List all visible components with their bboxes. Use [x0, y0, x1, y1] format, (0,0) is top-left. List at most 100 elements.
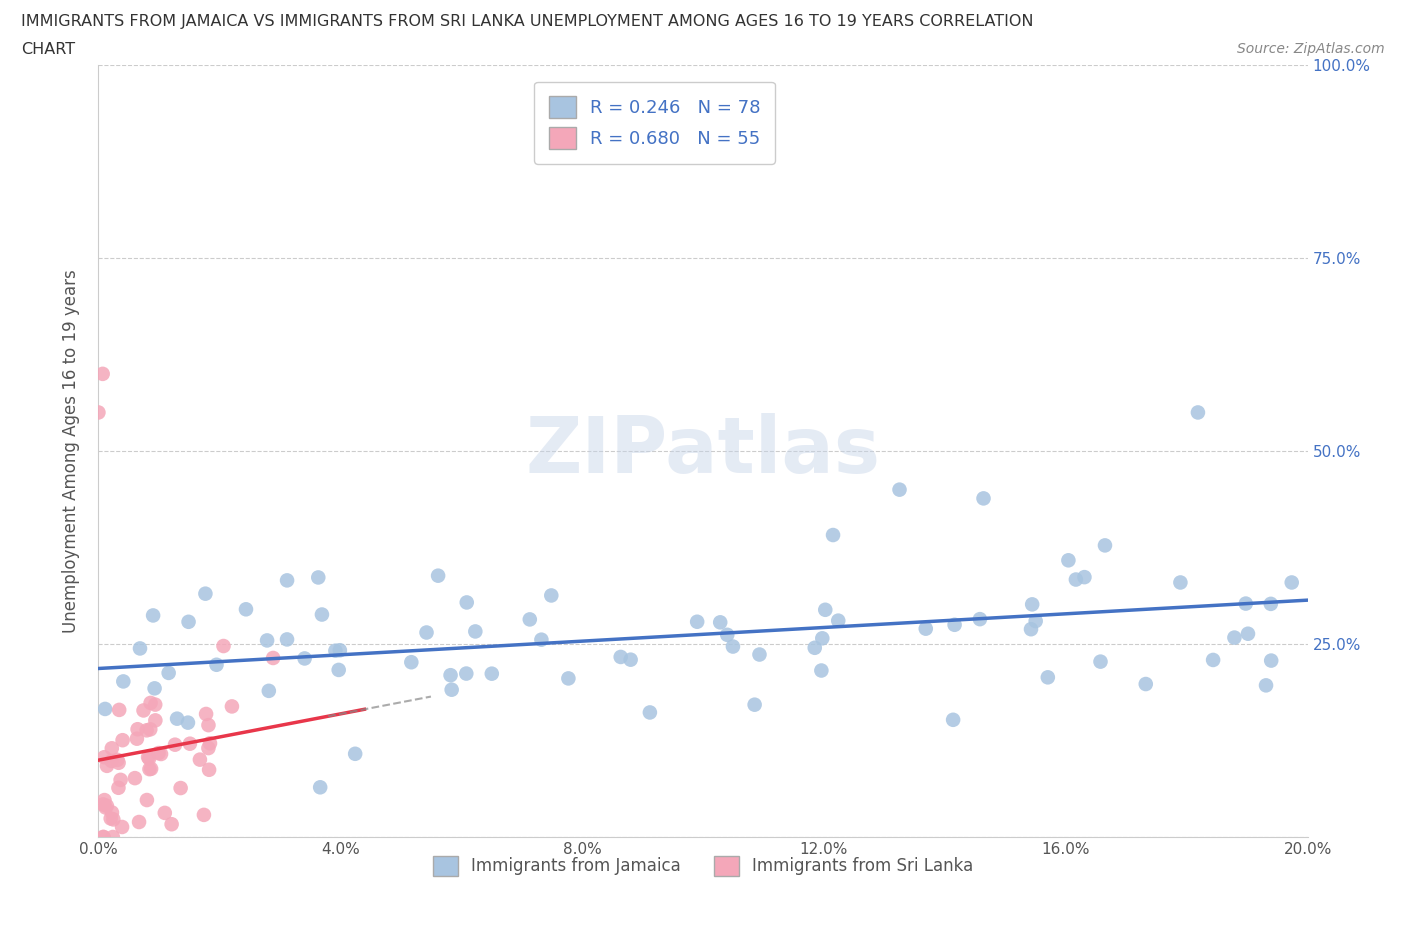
Text: ZIPatlas: ZIPatlas [526, 413, 880, 489]
Point [344, 747, 367, 762]
Point [1057, 552, 1080, 567]
Point [100, 811, 122, 826]
Point [456, 595, 478, 610]
Point [464, 624, 486, 639]
Point [973, 491, 995, 506]
Point [135, 723, 157, 737]
Point [160, 817, 183, 831]
Point [721, 639, 744, 654]
Point [481, 666, 503, 681]
Point [139, 722, 162, 737]
Point [744, 698, 766, 712]
Point [188, 752, 211, 767]
Point [1064, 572, 1087, 587]
Point [157, 666, 180, 681]
Point [325, 644, 347, 658]
Point [91, 797, 114, 812]
Point [177, 615, 200, 630]
Point [235, 602, 257, 617]
Point [93, 792, 115, 807]
Point [889, 482, 911, 497]
Point [456, 666, 478, 681]
Point [1135, 677, 1157, 692]
Point [620, 652, 643, 667]
Point [153, 805, 176, 820]
Point [803, 641, 825, 656]
Point [107, 755, 129, 770]
Point [129, 641, 152, 656]
Point [148, 746, 170, 761]
Point [1090, 654, 1112, 669]
Point [256, 633, 278, 648]
Point [135, 792, 157, 807]
Point [127, 722, 149, 737]
Point [969, 612, 991, 627]
Legend: Immigrants from Jamaica, Immigrants from Sri Lanka: Immigrants from Jamaica, Immigrants from… [426, 849, 980, 883]
Point [96, 758, 118, 773]
Point [143, 713, 166, 728]
Point [519, 612, 541, 627]
Point [221, 699, 243, 714]
Point [748, 647, 770, 662]
Point [1170, 575, 1192, 590]
Point [93, 750, 115, 764]
Point [1223, 631, 1246, 645]
Point [638, 705, 661, 720]
Point [124, 771, 146, 786]
Point [197, 740, 219, 755]
Point [128, 815, 150, 830]
Point [1025, 614, 1047, 629]
Point [307, 570, 329, 585]
Point [276, 632, 298, 647]
Point [821, 527, 844, 542]
Point [108, 702, 131, 717]
Point [294, 651, 316, 666]
Point [107, 780, 129, 795]
Point [143, 681, 166, 696]
Point [810, 663, 832, 678]
Point [169, 780, 191, 795]
Point [1021, 597, 1043, 612]
Point [87, 405, 110, 420]
Point [1202, 653, 1225, 668]
Point [827, 613, 849, 628]
Point [709, 615, 731, 630]
Point [1187, 405, 1209, 420]
Point [91, 830, 114, 844]
Point [1254, 678, 1277, 693]
Text: IMMIGRANTS FROM JAMAICA VS IMMIGRANTS FROM SRI LANKA UNEMPLOYMENT AMONG AGES 16 : IMMIGRANTS FROM JAMAICA VS IMMIGRANTS FR… [21, 14, 1033, 29]
Point [943, 618, 966, 632]
Point [150, 747, 173, 762]
Point [329, 643, 352, 658]
Text: Source: ZipAtlas.com: Source: ZipAtlas.com [1237, 42, 1385, 56]
Point [716, 628, 738, 643]
Point [440, 683, 463, 698]
Point [328, 662, 350, 677]
Point [540, 588, 562, 603]
Point [94, 800, 117, 815]
Point [415, 625, 437, 640]
Point [309, 780, 332, 795]
Point [197, 718, 219, 733]
Point [401, 655, 423, 670]
Point [686, 615, 709, 630]
Point [195, 707, 218, 722]
Point [427, 568, 450, 583]
Point [136, 750, 159, 764]
Point [163, 737, 186, 752]
Point [101, 741, 124, 756]
Point [205, 658, 228, 672]
Point [942, 712, 965, 727]
Point [101, 805, 124, 820]
Point [198, 736, 221, 751]
Point [101, 830, 124, 844]
Point [1237, 626, 1260, 641]
Point [439, 668, 461, 683]
Point [1260, 653, 1282, 668]
Point [139, 696, 162, 711]
Point [132, 703, 155, 718]
Point [193, 807, 215, 822]
Point [143, 698, 166, 712]
Point [609, 649, 631, 664]
Y-axis label: Unemployment Among Ages 16 to 19 years: Unemployment Among Ages 16 to 19 years [62, 269, 80, 633]
